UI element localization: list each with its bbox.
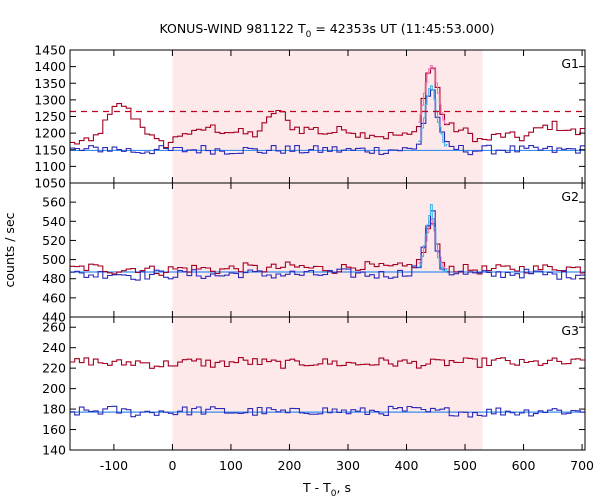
chart-title: KONUS-WIND 981122 T0 = 42353s UT (11:45:… [159, 21, 494, 40]
highres-line-upper [418, 65, 448, 125]
y-tick-label: 240 [42, 340, 66, 355]
panel-label: G2 [561, 189, 579, 204]
y-tick-label: 520 [42, 233, 66, 248]
x-tick-label: 600 [512, 458, 536, 473]
highres-line-lower [418, 85, 448, 147]
y-tick-label: 1300 [34, 92, 66, 107]
x-axis-title: T - T0, s [302, 480, 351, 499]
panel-label: G1 [561, 56, 579, 71]
x-tick-label: 400 [395, 458, 419, 473]
x-tick-label: 500 [453, 458, 477, 473]
panel-frame [69, 316, 586, 451]
series-line-lower [70, 89, 585, 156]
y-tick-label: 440 [42, 310, 66, 325]
y-tick-label: 1250 [34, 109, 66, 124]
y-tick-label: 1100 [34, 159, 66, 174]
x-tick-label: -100 [100, 458, 128, 473]
panel-g3: 140 160 180 200 220 240 260 G3 [42, 316, 586, 458]
panel-g2: 440 460 480 500 520 540 560 G2 [42, 182, 586, 325]
series-line-lower [70, 405, 585, 418]
y-tick-label: 1350 [34, 76, 66, 91]
y-tick-label: 200 [42, 381, 66, 396]
y-tick-label: 540 [42, 214, 66, 229]
y-tick-label: 1450 [34, 43, 66, 58]
y-tick-label: 260 [42, 320, 66, 335]
y-tick-label: 1200 [34, 126, 66, 141]
y-tick-label: 1400 [34, 59, 66, 74]
y-tick-label: 1050 [34, 176, 66, 191]
y-tick-label: 480 [42, 271, 66, 286]
series-line-upper [70, 357, 585, 369]
series-line-lower [70, 210, 585, 281]
x-tick-label: 200 [278, 458, 302, 473]
y-tick-label: 140 [42, 443, 66, 458]
y-tick-label: 220 [42, 361, 66, 376]
y-tick-label: 560 [42, 195, 66, 210]
y-tick-label: 500 [42, 252, 66, 267]
x-tick-label: 0 [168, 458, 176, 473]
x-tick-label: 300 [336, 458, 360, 473]
y-tick-label: 460 [42, 290, 66, 305]
panel-label: G3 [561, 323, 579, 338]
x-tick-label: 700 [570, 458, 594, 473]
y-axis-title: counts / sec [2, 212, 17, 287]
x-tick-label: 100 [219, 458, 243, 473]
y-tick-label: 160 [42, 422, 66, 437]
series-line-upper [70, 67, 585, 149]
highres-line-lower [418, 204, 448, 273]
shaded-interval [172, 317, 483, 450]
y-tick-label: 180 [42, 402, 66, 417]
panels: 105011001150120012501300135014001450G144… [34, 43, 594, 474]
y-tick-label: 1150 [34, 142, 66, 157]
shaded-interval [172, 183, 483, 317]
